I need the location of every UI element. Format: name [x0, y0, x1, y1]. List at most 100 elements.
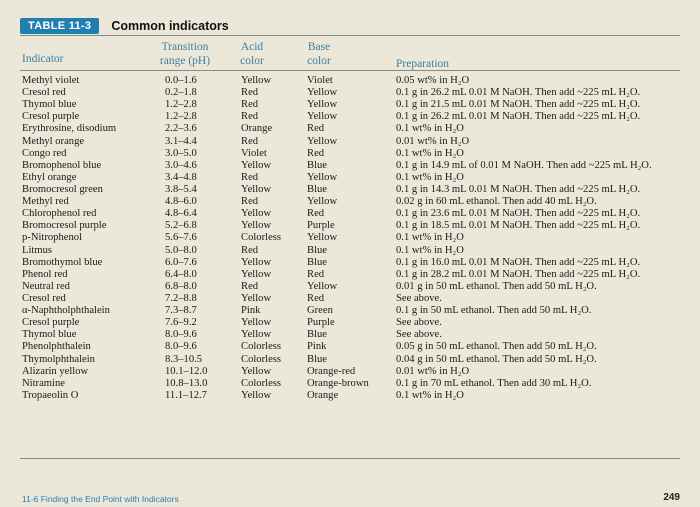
- cell-base-color: Red: [307, 147, 325, 159]
- cell-preparation: 0.01 wt% in H₂O: [396, 365, 470, 377]
- page-number: 249: [663, 492, 680, 503]
- cell-preparation: 0.1 g in 14.9 mL of 0.01 M NaOH. Then ad…: [396, 159, 652, 171]
- cell-transition-range: 10.1–12.0: [165, 365, 208, 377]
- column-header-transition-line2: range (pH): [159, 55, 211, 67]
- cell-base-color: Yellow: [307, 280, 338, 292]
- cell-indicator: p-Nitrophenol: [22, 232, 83, 244]
- cell-acid-color: Red: [241, 171, 259, 183]
- cell-indicator: Nitramine: [22, 377, 65, 389]
- table-row: Phenolphthalein 8.0–9.6 Colorless Pink 0.05 …: [0, 341, 700, 353]
- cell-preparation: See above.: [396, 329, 442, 341]
- table-body: Methyl violet 0.0–1.6 Yellow Violet 0.05 wt%…: [0, 75, 700, 402]
- table-row: Cresol red 7.2–8.8 Yellow Red See above.: [0, 293, 700, 305]
- column-header-acid-line2: color: [240, 55, 264, 67]
- column-header-base-line1: Base: [307, 41, 331, 53]
- cell-acid-color: Orange: [241, 123, 273, 135]
- table-row: Methyl violet 0.0–1.6 Yellow Violet 0.05 wt%…: [0, 75, 700, 87]
- cell-acid-color: Yellow: [241, 365, 272, 377]
- table-header: TABLE 11-3 Common indicators: [20, 16, 229, 36]
- column-header-transition-line1: Transition: [161, 41, 209, 53]
- cell-preparation: 0.05 g in 50 mL ethanol. Then add 50 mL …: [396, 341, 597, 353]
- cell-transition-range: 5.6–7.6: [165, 232, 197, 244]
- cell-transition-range: 4.8–6.4: [165, 208, 197, 220]
- cell-indicator: Methyl red: [22, 196, 69, 208]
- cell-acid-color: Colorless: [241, 341, 282, 353]
- cell-acid-color: Red: [241, 111, 259, 123]
- cell-preparation: 0.1 g in 50 mL ethanol. Then add 50 mL H…: [396, 305, 592, 317]
- cell-transition-range: 4.8–6.0: [165, 196, 197, 208]
- cell-preparation: 0.01 wt% in H₂O: [396, 135, 470, 147]
- cell-base-color: Red: [307, 208, 325, 220]
- table-row: Methyl orange 3.1–4.4 Red Yellow 0.01 wt% in…: [0, 136, 700, 148]
- cell-indicator: Phenol red: [22, 268, 68, 280]
- column-header-base-line2: color: [307, 55, 331, 67]
- cell-transition-range: 1.2–2.8: [165, 111, 197, 123]
- cell-preparation: See above.: [396, 317, 442, 329]
- cell-acid-color: Red: [241, 99, 259, 111]
- cell-base-color: Blue: [307, 244, 328, 256]
- cell-indicator: Thymol blue: [22, 99, 77, 111]
- table-row: Nitramine 10.8–13.0 Colorless Orange-brown 0…: [0, 378, 700, 390]
- table-row: Tropaeolin O 11.1–12.7 Yellow Orange 0.1 wt%…: [0, 390, 700, 402]
- table-row: p-Nitrophenol 5.6–7.6 Colorless Yellow 0.1 w…: [0, 232, 700, 244]
- cell-transition-range: 7.6–9.2: [165, 317, 197, 329]
- cell-preparation: 0.1 wt% in H₂O: [396, 244, 464, 256]
- cell-indicator: Phenolphthalein: [22, 341, 91, 353]
- cell-transition-range: 3.4–4.8: [165, 171, 197, 183]
- cell-indicator: Ethyl orange: [22, 171, 77, 183]
- cell-preparation: 0.1 g in 23.6 mL 0.01 M NaOH. Then add ~…: [396, 208, 641, 220]
- cell-indicator: Bromocresol purple: [22, 220, 107, 232]
- cell-transition-range: 7.2–8.8: [165, 292, 197, 304]
- column-header-acid-line1: Acid: [240, 41, 264, 53]
- table-row: α-Naphtholphthalein 7.3–8.7 Pink Green 0.1 g…: [0, 305, 700, 317]
- cell-base-color: Orange-brown: [307, 377, 369, 389]
- top-rule: [20, 35, 680, 36]
- cell-preparation: 0.1 g in 28.2 mL 0.01 M NaOH. Then add ~…: [396, 268, 641, 280]
- cell-preparation: 0.1 wt% in H₂O: [396, 171, 464, 183]
- cell-transition-range: 1.2–2.8: [165, 99, 197, 111]
- cell-acid-color: Yellow: [241, 159, 272, 171]
- cell-preparation: 0.1 wt% in H₂O: [396, 147, 464, 159]
- bottom-rule: [20, 458, 680, 459]
- cell-base-color: Red: [307, 292, 325, 304]
- cell-base-color: Yellow: [307, 232, 338, 244]
- cell-preparation: 0.1 g in 26.2 mL 0.01 M NaOH. Then add ~…: [396, 87, 641, 99]
- cell-acid-color: Yellow: [241, 292, 272, 304]
- cell-preparation: 0.1 wt% in H₂O: [396, 389, 464, 401]
- cell-transition-range: 0.2–1.8: [165, 87, 197, 99]
- cell-preparation: See above.: [396, 292, 442, 304]
- cell-transition-range: 8.3–10.5: [165, 353, 203, 365]
- cell-base-color: Purple: [307, 220, 335, 232]
- cell-acid-color: Colorless: [241, 377, 282, 389]
- cell-acid-color: Yellow: [241, 268, 272, 280]
- cell-transition-range: 6.8–8.0: [165, 280, 197, 292]
- cell-base-color: Blue: [307, 329, 328, 341]
- cell-acid-color: Red: [241, 87, 259, 99]
- table-row: Cresol purple 7.6–9.2 Yellow Purple See abov…: [0, 317, 700, 329]
- cell-base-color: Yellow: [307, 171, 338, 183]
- cell-base-color: Red: [307, 268, 325, 280]
- cell-preparation: 0.01 g in 50 mL ethanol. Then add 50 mL …: [396, 280, 597, 292]
- cell-acid-color: Yellow: [241, 256, 272, 268]
- header-rule: [20, 70, 680, 71]
- cell-indicator: Erythrosine, disodium: [22, 123, 117, 135]
- column-header-indicator: Indicator: [22, 53, 64, 65]
- cell-base-color: Purple: [307, 317, 335, 329]
- cell-transition-range: 3.8–5.4: [165, 183, 197, 195]
- cell-preparation: 0.1 g in 16.0 mL 0.01 M NaOH. Then add ~…: [396, 256, 641, 268]
- table-row: Litmus 5.0–8.0 Red Blue 0.1 wt% in H₂O: [0, 245, 700, 257]
- cell-transition-range: 3.1–4.4: [165, 135, 197, 147]
- cell-acid-color: Pink: [241, 305, 261, 317]
- cell-acid-color: Yellow: [241, 220, 272, 232]
- cell-preparation: 0.1 wt% in H₂O: [396, 232, 464, 244]
- table-title: Common indicators: [111, 19, 229, 33]
- cell-base-color: Yellow: [307, 87, 338, 99]
- cell-acid-color: Colorless: [241, 353, 282, 365]
- cell-preparation: 0.1 g in 70 mL ethanol. Then add 30 mL H…: [396, 377, 592, 389]
- cell-base-color: Green: [307, 305, 333, 317]
- cell-transition-range: 6.4–8.0: [165, 268, 197, 280]
- cell-acid-color: Yellow: [241, 75, 272, 86]
- cell-transition-range: 3.0–4.6: [165, 159, 197, 171]
- cell-transition-range: 8.0–9.6: [165, 329, 197, 341]
